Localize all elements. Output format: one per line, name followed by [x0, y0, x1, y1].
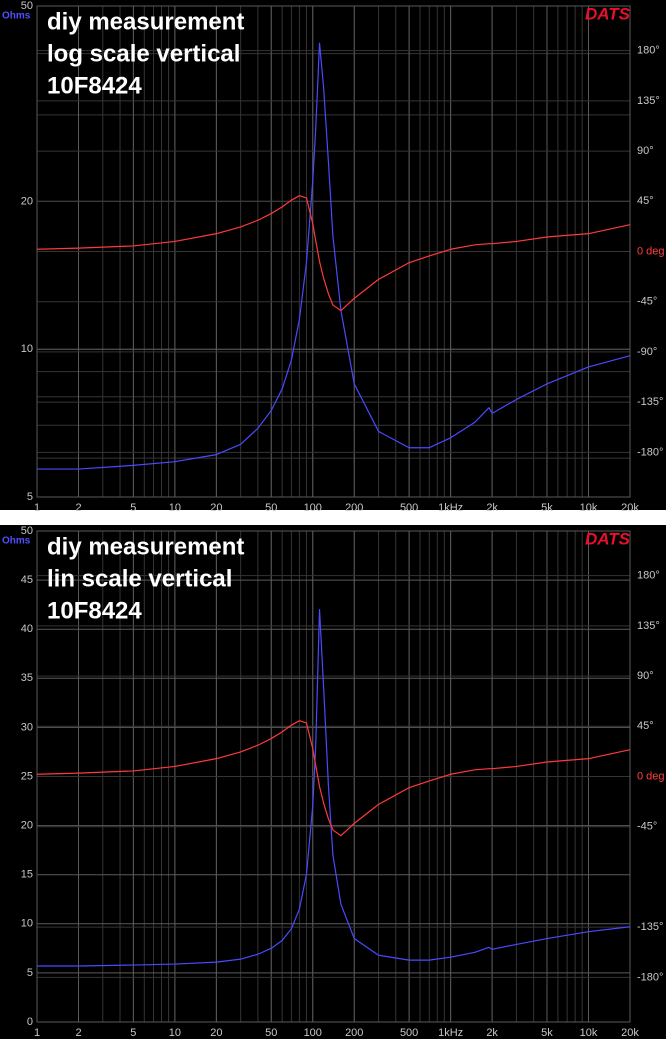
logo: DATS: [585, 529, 631, 548]
y-tick-label: 10: [21, 918, 33, 930]
series-line: [36, 195, 631, 312]
chart-title: lin scale vertical: [47, 565, 232, 592]
y-tick-label: 20: [21, 195, 33, 207]
x-tick-label: 5: [130, 502, 136, 514]
chart-title: diy measurement: [47, 8, 244, 35]
y2-tick-label: 135°: [637, 95, 660, 107]
series-line: [37, 42, 631, 470]
y2-tick-label: -180°: [637, 971, 663, 983]
y-tick-label: 35: [21, 672, 33, 684]
y2-tick-label: -90°: [637, 346, 657, 358]
x-tick-label: 100: [304, 502, 322, 514]
y2-tick-label: -135°: [637, 396, 663, 408]
y-tick-label: 25: [21, 770, 33, 782]
chart-title: log scale vertical: [47, 40, 240, 67]
x-tick-label: 20k: [621, 502, 639, 514]
y-tick-label: 5: [27, 967, 33, 979]
y2-tick-label: 45°: [637, 195, 654, 207]
grid: [36, 5, 631, 498]
y-tick-label: 0: [27, 1016, 33, 1028]
x-tick-label: 2k: [486, 502, 498, 514]
y-tick-label: 50: [21, 525, 33, 537]
y-tick-label: 5: [27, 491, 33, 503]
x-tick-label: 1kHz: [438, 502, 463, 514]
y2-tick-label: -135°: [637, 921, 663, 933]
chart-title: 10F8424: [47, 72, 142, 99]
x-tick-label: 20: [210, 1027, 222, 1039]
x-tick-label: 10: [169, 1027, 181, 1039]
series-line: [37, 608, 631, 967]
y-axis-label: Ohms: [2, 536, 31, 547]
y2-tick-label: 0 deg: [637, 245, 665, 257]
series-line: [36, 720, 631, 837]
y-tick-label: 20: [21, 820, 33, 832]
y-tick-label: 15: [21, 869, 33, 881]
chart-title: diy measurement: [47, 533, 244, 560]
x-tick-label: 100: [304, 1027, 322, 1039]
y2-tick-label: 135°: [637, 620, 660, 632]
x-tick-label: 20k: [621, 1027, 639, 1039]
plot-frame: [36, 530, 631, 1023]
x-tick-label: 1kHz: [438, 1027, 463, 1039]
y2-tick-label: 180°: [637, 570, 660, 582]
y2-tick-label: -45°: [637, 821, 657, 833]
y-tick-label: 30: [21, 721, 33, 733]
x-tick-label: 5k: [541, 502, 553, 514]
x-tick-label: 5k: [541, 1027, 553, 1039]
x-tick-label: 500: [400, 1027, 418, 1039]
x-tick-label: 50: [265, 1027, 277, 1039]
x-tick-label: 500: [400, 502, 418, 514]
y2-tick-label: -180°: [637, 446, 663, 458]
chart: 1 2 5 10 20 50 100 200 500 1kHz 2k 5k 10k 20k05101520…: [0, 525, 666, 1039]
x-tick-label: 10k: [580, 1027, 598, 1039]
y-tick-label: 10: [21, 343, 33, 355]
x-tick-label: 10: [169, 502, 181, 514]
y2-tick-label: 45°: [637, 720, 654, 732]
chart-title: 10F8424: [47, 597, 142, 624]
y-axis-label: Ohms: [2, 11, 31, 22]
x-tick-label: 1: [34, 502, 40, 514]
x-tick-label: 1: [34, 1027, 40, 1039]
x-tick-label: 2k: [486, 1027, 498, 1039]
chart: 1 2 5 10 20 50 100 200 500 1kHz 2k 5k 10k 20k 5 10 20 50 1…: [0, 0, 666, 514]
y-tick-label: 40: [21, 623, 33, 635]
y2-tick-label: -45°: [637, 296, 657, 308]
y2-tick-label: 180°: [637, 45, 660, 57]
x-tick-label: 50: [265, 502, 277, 514]
plot-frame: [36, 5, 631, 498]
x-tick-label: 5: [130, 1027, 136, 1039]
x-tick-label: 10k: [580, 502, 598, 514]
y-tick-label: 45: [21, 574, 33, 586]
x-tick-label: 2: [75, 502, 81, 514]
y-tick-label: 50: [21, 0, 33, 12]
y2-tick-label: 90°: [637, 670, 654, 682]
y2-tick-label: 90°: [637, 145, 654, 157]
y2-tick-label: 0 deg: [637, 770, 665, 782]
x-tick-label: 2: [75, 1027, 81, 1039]
logo: DATS: [585, 4, 631, 23]
x-tick-label: 200: [345, 502, 363, 514]
chart-background: [0, 525, 666, 1039]
x-tick-label: 200: [345, 1027, 363, 1039]
x-tick-label: 20: [210, 502, 222, 514]
